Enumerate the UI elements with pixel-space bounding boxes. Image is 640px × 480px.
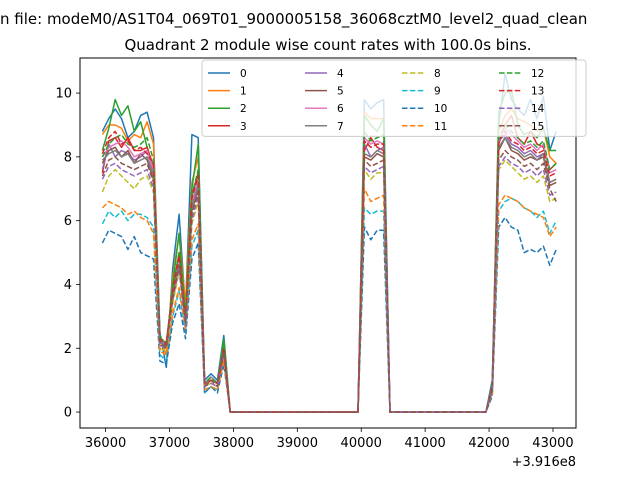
x-tick-label: 38000	[213, 436, 254, 451]
y-tick-label: 10	[55, 87, 72, 102]
x-tick-label: 40000	[341, 436, 382, 451]
x-tick-label: 42000	[468, 436, 509, 451]
y-tick-label: 2	[64, 342, 72, 357]
y-tick-label: 6	[64, 214, 72, 229]
legend-label-2: 2	[240, 103, 247, 115]
legend-label-5: 5	[337, 86, 344, 98]
legend-label-12: 12	[531, 68, 544, 80]
legend-label-11: 11	[434, 121, 447, 133]
legend-label-15: 15	[531, 121, 544, 133]
legend-label-10: 10	[434, 103, 447, 115]
legend-label-4: 4	[337, 68, 344, 80]
axes-frame	[79, 57, 577, 429]
legend-label-3: 3	[240, 121, 247, 133]
chart-title: Quadrant 2 module wise count rates with …	[124, 36, 531, 54]
legend-label-14: 14	[531, 103, 545, 115]
figure-suptitle: n file: modeM0/AS1T04_069T01_9000005158_…	[0, 10, 587, 29]
legend-label-9: 9	[434, 86, 441, 98]
x-tick-label: 43000	[532, 436, 573, 451]
x-tick-label: 39000	[277, 436, 318, 451]
y-tick-label: 0	[64, 406, 72, 421]
series-line-15	[101, 149, 557, 413]
x-axis: 36000 37000 38000 39000 40000 41000 42000 43000	[85, 428, 574, 451]
legend-box	[201, 59, 587, 137]
legend-label-1: 1	[240, 86, 247, 98]
legend-label-8: 8	[434, 68, 441, 80]
y-axis: 0 2 4 6 8 10	[55, 87, 80, 421]
legend-label-6: 6	[337, 103, 344, 115]
x-tick-label: 37000	[149, 436, 190, 451]
y-tick-label: 8	[64, 150, 72, 165]
x-tick-label: 36000	[85, 436, 126, 451]
plot-lines	[101, 73, 557, 413]
x-offset-label: +3.916e8	[512, 455, 576, 470]
legend-label-0: 0	[240, 68, 247, 80]
y-tick-label: 4	[64, 278, 72, 293]
x-tick-label: 41000	[404, 436, 445, 451]
legend-label-7: 7	[337, 121, 344, 133]
legend-label-13: 13	[531, 86, 544, 98]
